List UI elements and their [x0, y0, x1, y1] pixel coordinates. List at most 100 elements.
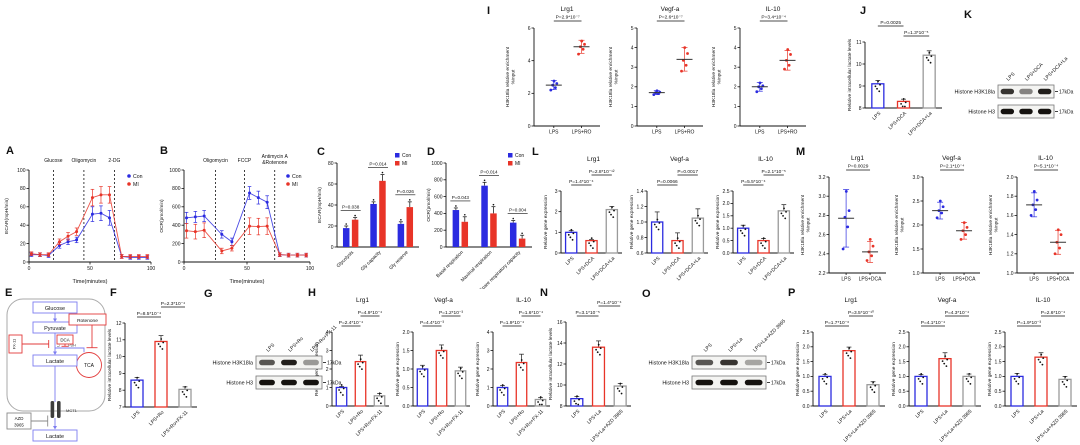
svg-text:0.5: 0.5 — [803, 389, 810, 395]
svg-text:3.2: 3.2 — [819, 175, 826, 181]
rotenone-label: Rotenone — [77, 318, 98, 324]
svg-text:H3K18la relative enrichment: H3K18la relative enrichment — [711, 46, 717, 107]
panel-n-lactate-bar-chart: 8 10 12 14 16 Relative intracellular lactate … — [546, 292, 634, 442]
svg-text:2.2: 2.2 — [819, 271, 826, 277]
mct1-channel — [50, 401, 55, 418]
svg-text:1.5: 1.5 — [913, 247, 920, 253]
svg-text:5: 5 — [734, 26, 737, 32]
panel-d-ocr-bar-chart: 0 200 400 600 800 1000 OCR(pmol/min) P=0.043 Bas… — [424, 149, 536, 289]
svg-text:11: 11 — [856, 40, 861, 46]
svg-text:P=2.6*10⁻⁷: P=2.6*10⁻⁷ — [659, 15, 683, 21]
svg-text:80: 80 — [20, 186, 26, 192]
svg-text:P=1.9*10⁻⁴: P=1.9*10⁻⁴ — [500, 320, 524, 326]
svg-text:4: 4 — [326, 330, 329, 336]
svg-text:IL-10: IL-10 — [758, 156, 773, 163]
svg-text:Glycolysis: Glycolysis — [336, 249, 356, 269]
svg-text:Gly reserve: Gly reserve — [388, 249, 410, 271]
svg-text:P=0.043: P=0.043 — [452, 195, 470, 200]
svg-text:P=2.9*10⁻⁷: P=2.9*10⁻⁷ — [556, 15, 580, 21]
svg-text:600: 600 — [434, 194, 443, 200]
chart-svg: 02004006008001000OCR(pmol/min)Oligomycin… — [159, 154, 314, 285]
svg-text:Vegf-a: Vegf-a — [670, 156, 689, 163]
svg-text:P=0.014: P=0.014 — [369, 162, 387, 167]
panel-letter-c: C — [317, 146, 325, 158]
svg-text:4: 4 — [487, 330, 490, 336]
svg-text:0: 0 — [28, 266, 31, 272]
svg-text:Lrg1: Lrg1 — [587, 156, 600, 163]
svg-text:10: 10 — [856, 62, 862, 68]
svg-text:LPS: LPS — [755, 130, 765, 136]
svg-text:P=1.2*10⁻³: P=1.2*10⁻³ — [439, 310, 463, 316]
svg-text:P=4.3*10⁻⁴: P=4.3*10⁻⁴ — [945, 310, 969, 316]
panel-k-western-blot: LPS LPS+DCA LPS+DCA+La Histone H3K18la 17kDa… — [940, 26, 1080, 122]
svg-text:MI: MI — [515, 161, 521, 167]
svg-text:P=1.4*10⁻⁴: P=1.4*10⁻⁴ — [569, 179, 593, 185]
svg-text:ECAR(mpH/min): ECAR(mpH/min) — [317, 187, 323, 223]
arrowhead — [53, 318, 57, 322]
svg-text:0: 0 — [183, 266, 186, 272]
svg-text:H3K18la relative enrichment: H3K18la relative enrichment — [800, 194, 806, 255]
svg-text:LPS: LPS — [335, 408, 346, 419]
svg-text:Relative intracellular lactate: Relative intracellular lactate levels — [548, 327, 554, 400]
svg-text:P=4.4*10⁻³: P=4.4*10⁻³ — [420, 320, 444, 326]
svg-text:Con: Con — [402, 153, 411, 159]
svg-text:Lrg1: Lrg1 — [844, 297, 857, 304]
svg-text:7: 7 — [119, 405, 122, 411]
svg-text:LPS: LPS — [1010, 408, 1021, 419]
svg-text:H3K18la relative enrichment: H3K18la relative enrichment — [608, 46, 614, 107]
chart-svg: LPS LPS+Ro LPS+Ro+FX-11 Histone H3K18la 17kD… — [213, 324, 342, 390]
svg-text:2: 2 — [631, 85, 634, 91]
svg-text:Lrg1: Lrg1 — [356, 297, 369, 304]
svg-text:20: 20 — [328, 224, 334, 230]
panel-o-western-blot: LPS LPS+La LPS+La+AZD 3965 Histone H3K18la 1… — [634, 299, 792, 393]
svg-text:%input: %input — [717, 69, 723, 84]
chart-svg: IL-10 0 1 2 3 4 Relative gene expression LPS LPS… — [475, 297, 550, 438]
svg-text:1.5: 1.5 — [995, 359, 1002, 365]
svg-text:Histone H3: Histone H3 — [226, 381, 253, 387]
svg-text:600: 600 — [172, 205, 181, 211]
svg-text:1.6: 1.6 — [1007, 213, 1014, 219]
svg-text:0.6: 0.6 — [637, 251, 644, 257]
svg-text:0: 0 — [440, 245, 443, 251]
panel-letter-e: E — [5, 287, 13, 299]
svg-text:0.0: 0.0 — [403, 404, 410, 410]
svg-text:FCCP: FCCP — [238, 158, 252, 164]
svg-text:12: 12 — [557, 362, 563, 368]
svg-text:2.0: 2.0 — [723, 201, 730, 207]
panel-i-vegfa-scatter: Vegf-a 0 1 2 3 4 5 H3K18la relative enrichment%… — [607, 2, 709, 142]
svg-text:H3K18la relative enrichment: H3K18la relative enrichment — [505, 46, 511, 107]
svg-text:0: 0 — [23, 260, 26, 266]
svg-text:LPS+DCA: LPS+DCA — [887, 110, 908, 131]
svg-text:8: 8 — [119, 388, 122, 394]
svg-text:3: 3 — [326, 348, 329, 354]
svg-text:LPS+DCA: LPS+DCA — [953, 277, 977, 283]
svg-text:2.5: 2.5 — [913, 199, 920, 205]
svg-text:Vegf-a: Vegf-a — [434, 297, 453, 304]
svg-text:Lrg1: Lrg1 — [560, 6, 573, 13]
svg-text:2.0: 2.0 — [913, 223, 920, 229]
svg-text:Oligomycin: Oligomycin — [72, 158, 97, 164]
svg-text:P=5.1*10⁻⁴: P=5.1*10⁻⁴ — [1034, 164, 1058, 170]
dca-label: DCA — [60, 338, 69, 343]
svg-text:2.5: 2.5 — [723, 189, 730, 195]
panel-letter-n: N — [540, 287, 548, 299]
svg-text:2.8: 2.8 — [819, 213, 826, 219]
svg-text:Relative gene expression: Relative gene expression — [987, 342, 993, 396]
svg-text:1.5: 1.5 — [723, 214, 730, 220]
svg-text:Con: Con — [292, 174, 302, 180]
panel-g-western-blot: LPS LPS+Ro LPS+Ro+FX-11 Histone H3K18la 17kD… — [198, 299, 348, 393]
panel-letter-l: L — [532, 146, 539, 158]
panel-l-il10-bar-chart: IL-10 0.0 0.5 1.0 1.5 2.0 2.5 Relative gene exp… — [713, 151, 797, 289]
panel-m-lrg1-scatter: Lrg1 2.2 2.4 2.6 2.8 3.0 3.2 H3K18la relative e… — [799, 151, 892, 289]
svg-text:Vegf-a: Vegf-a — [661, 6, 680, 13]
svg-text:2-DG: 2-DG — [108, 158, 120, 164]
svg-text:1.0: 1.0 — [1007, 271, 1014, 277]
svg-text:P=1.3*10⁻⁵: P=1.3*10⁻⁵ — [904, 30, 928, 36]
svg-text:Histone H3K18la: Histone H3K18la — [955, 90, 995, 96]
svg-text:H3K18la relative enrichment: H3K18la relative enrichment — [988, 194, 994, 255]
svg-text:LPS+DCA: LPS+DCA — [1047, 277, 1071, 283]
